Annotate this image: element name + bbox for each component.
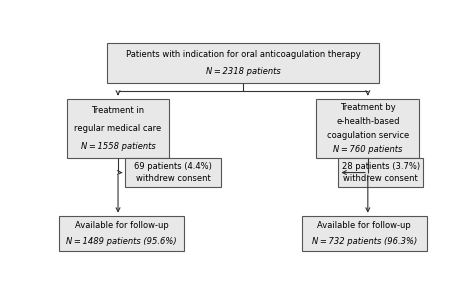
FancyBboxPatch shape: [301, 216, 427, 251]
Text: coagulation service: coagulation service: [327, 131, 409, 140]
Text: N = 732 patients (96.3%): N = 732 patients (96.3%): [311, 236, 417, 245]
Text: regular medical care: regular medical care: [74, 124, 162, 133]
Text: N = 2318 patients: N = 2318 patients: [206, 67, 280, 76]
FancyBboxPatch shape: [125, 158, 221, 187]
FancyBboxPatch shape: [338, 158, 423, 187]
Text: e-health-based: e-health-based: [336, 117, 400, 126]
Text: Treatment in: Treatment in: [91, 106, 145, 115]
FancyBboxPatch shape: [107, 43, 379, 83]
Text: N = 1558 patients: N = 1558 patients: [81, 141, 155, 151]
Text: N = 760 patients: N = 760 patients: [333, 145, 402, 154]
Text: Treatment by: Treatment by: [340, 103, 396, 112]
Text: withdrew consent: withdrew consent: [343, 174, 418, 183]
Text: withdrew consent: withdrew consent: [136, 174, 210, 183]
Text: Patients with indication for oral anticoagulation therapy: Patients with indication for oral antico…: [126, 50, 360, 59]
Text: Available for follow-up: Available for follow-up: [75, 221, 169, 230]
FancyBboxPatch shape: [59, 216, 184, 251]
Text: 69 patients (4.4%): 69 patients (4.4%): [134, 162, 212, 171]
Text: 28 patients (3.7%): 28 patients (3.7%): [342, 162, 420, 171]
Text: N = 1489 patients (95.6%): N = 1489 patients (95.6%): [66, 236, 177, 245]
FancyBboxPatch shape: [316, 98, 419, 158]
FancyBboxPatch shape: [66, 98, 170, 158]
Text: Available for follow-up: Available for follow-up: [317, 221, 411, 230]
